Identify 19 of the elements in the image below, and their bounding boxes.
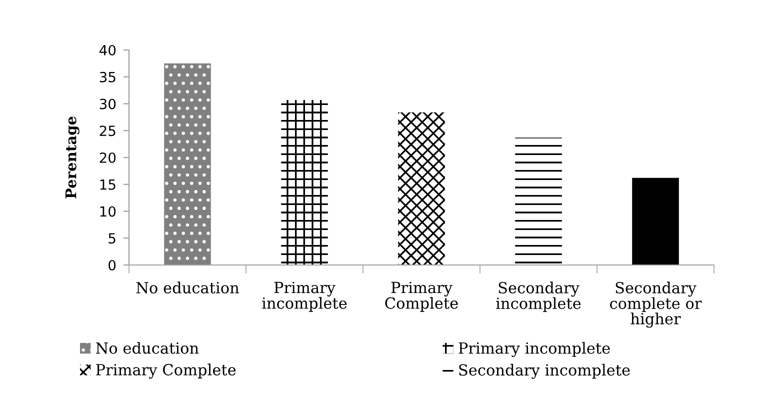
legend-label: No education <box>96 342 199 354</box>
y-tick-label: 10 <box>100 206 116 217</box>
y-axis-title: Perentage <box>66 116 80 198</box>
x-tick-label: Secondary incomplete <box>496 282 581 312</box>
y-tick-label: 25 <box>100 126 116 136</box>
legend-label: Secondary incomplete <box>459 364 630 379</box>
x-tick-label: Secondary complete or higher <box>610 282 702 328</box>
y-tick-label: 30 <box>100 98 116 110</box>
x-tick-label: No education <box>136 282 239 294</box>
x-tick-label: Primary Complete <box>385 282 458 312</box>
y-tick-label: 20 <box>100 152 116 163</box>
y-tick-label: 0 <box>108 260 116 270</box>
x-tick-label: Primary incomplete <box>262 282 347 312</box>
legend-label: Primary incomplete <box>458 342 610 358</box>
y-tick-label: 40 <box>100 44 116 56</box>
y-tick-label: 35 <box>100 72 116 82</box>
legend-label: Primary Complete <box>96 364 236 379</box>
y-tick-label: 5 <box>108 233 116 244</box>
y-tick-label: 15 <box>100 180 116 190</box>
